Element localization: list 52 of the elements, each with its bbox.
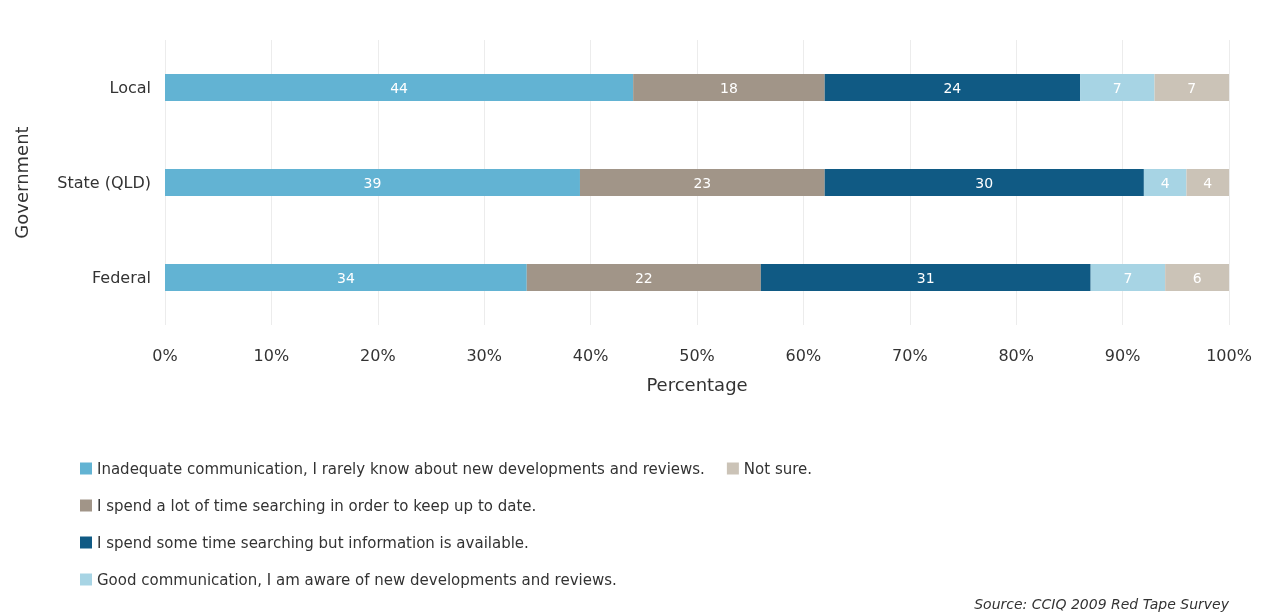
- bar: [1080, 74, 1155, 101]
- legend-label: Inadequate communication, I rarely know about new developments and reviews.: [97, 459, 705, 478]
- bar: [1154, 74, 1229, 101]
- bar: [760, 264, 1091, 291]
- x-tick-label: 40%: [572, 345, 609, 365]
- data-label: 39: [363, 174, 382, 191]
- legend-label: I spend some time searching but information is available.: [97, 533, 529, 552]
- legend-label: I spend a lot of time searching in order to keep up to date.: [97, 496, 537, 515]
- x-tick-label: 30%: [466, 345, 502, 365]
- bar: [165, 264, 527, 291]
- bar: [165, 74, 634, 101]
- y-tick-label: Federal: [92, 268, 151, 287]
- bar: [526, 264, 761, 291]
- bar: [1165, 264, 1229, 291]
- y-tick-label: Local: [109, 78, 151, 97]
- data-label: 23: [693, 174, 712, 191]
- data-label: 24: [943, 79, 962, 96]
- x-tick-label: 50%: [679, 345, 715, 365]
- data-label: 30: [975, 174, 994, 191]
- x-tick-label: 70%: [892, 345, 928, 365]
- y-axis-title: Government: [10, 126, 32, 239]
- x-tick-label: 20%: [360, 345, 396, 365]
- data-label: 7: [1112, 79, 1122, 96]
- bar: [1186, 169, 1229, 196]
- source-note: Source: CCIQ 2009 Red Tape Survey: [974, 596, 1230, 612]
- data-label: 22: [634, 269, 653, 286]
- data-label: 7: [1123, 269, 1133, 286]
- x-tick-label: 60%: [785, 345, 822, 365]
- bar: [1143, 169, 1187, 196]
- legend-label: Good communication, I am aware of new developments and reviews.: [97, 570, 617, 589]
- x-tick-label: 90%: [1104, 345, 1141, 365]
- data-label: 7: [1187, 79, 1197, 96]
- data-label: 31: [916, 269, 935, 286]
- data-label: 4: [1160, 174, 1170, 191]
- x-tick-label: 100%: [1206, 345, 1252, 365]
- bar: [165, 169, 580, 196]
- x-tick-label: 10%: [253, 345, 290, 365]
- bar: [824, 74, 1081, 101]
- x-tick-label: 80%: [998, 345, 1034, 365]
- bar: [579, 169, 825, 196]
- data-label: 34: [336, 269, 355, 286]
- bar: [824, 169, 1144, 196]
- bar: [633, 74, 825, 101]
- data-label: 44: [390, 79, 409, 96]
- data-label: 6: [1192, 269, 1202, 286]
- x-axis-title: Percentage: [646, 373, 748, 395]
- data-label: 18: [720, 79, 738, 96]
- legend-label: Not sure.: [743, 459, 813, 478]
- bar: [1090, 264, 1166, 291]
- data-label: 4: [1203, 174, 1213, 191]
- y-tick-label: State (QLD): [57, 173, 151, 192]
- x-tick-label: 0%: [152, 345, 178, 365]
